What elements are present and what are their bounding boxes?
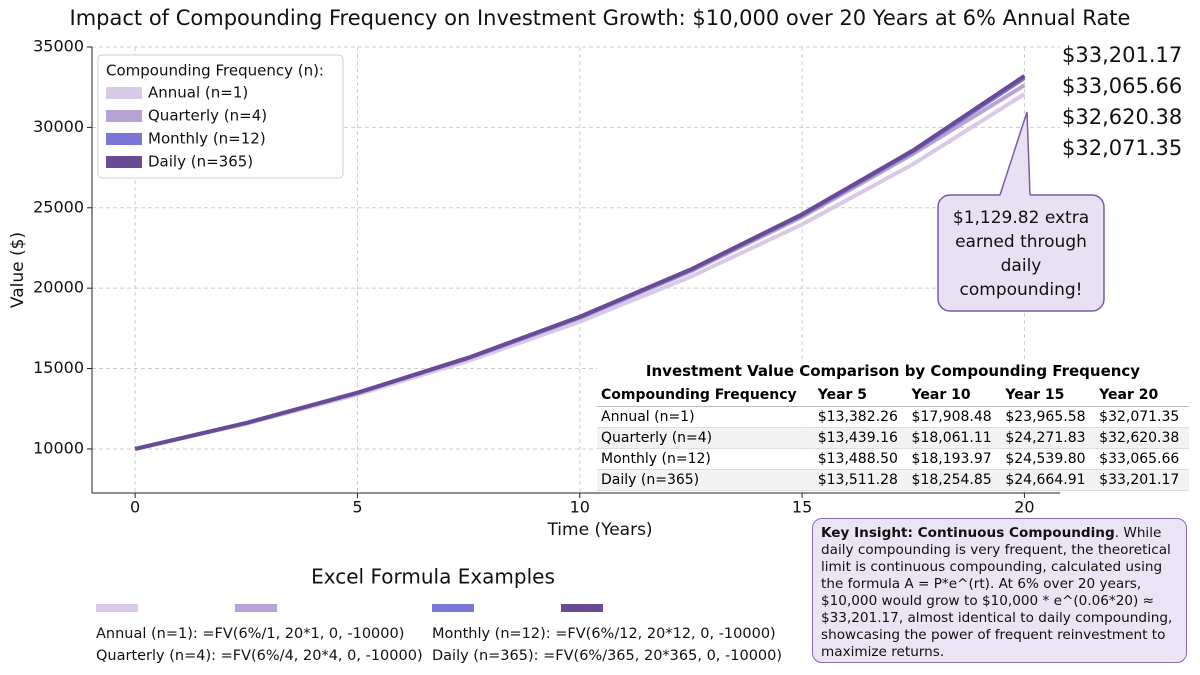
legend-swatch (106, 110, 142, 122)
end-label: $32,620.38 (1062, 105, 1182, 129)
x-tick-label: 15 (792, 498, 812, 517)
table-cell: $32,620.38 (1095, 427, 1189, 449)
table-cell: $33,201.17 (1095, 469, 1189, 491)
legend-label: Annual (n=1) (148, 84, 248, 102)
end-label: $32,071.35 (1062, 136, 1182, 160)
callout (937, 111, 1105, 312)
table-cell: $13,511.28 (813, 469, 908, 491)
formula-section-title: Excel Formula Examples (311, 565, 555, 589)
formula-swatch (561, 604, 603, 612)
legend: Compounding Frequency (n): Annual (n=1) Qu… (97, 54, 344, 179)
x-tick-label: 10 (570, 498, 590, 517)
table-cell: $17,908.48 (907, 406, 1002, 428)
table-header-cell: Year 15 (1001, 384, 1096, 407)
table-header: Compounding Frequency Year 5 Year 10 Year 1… (597, 384, 1189, 407)
legend-label: Monthly (n=12) (148, 130, 266, 148)
formula-swatch (432, 604, 474, 612)
table-row: Daily (n=365) $13,511.28 $18,254.85 $24,664… (597, 469, 1189, 491)
table-cell: $32,071.35 (1095, 406, 1189, 428)
y-tick-label: 25000 (33, 197, 84, 216)
y-tick-label: 30000 (33, 117, 84, 136)
table-cell: $18,193.97 (907, 448, 1002, 470)
callout-pointer-edge (999, 111, 1031, 196)
table-cell: Annual (n=1) (597, 406, 814, 428)
legend-swatch (106, 156, 142, 168)
table-header-cell: Year 5 (813, 384, 908, 407)
table-row: Monthly (n=12) $13,488.50 $18,193.97 $24,53… (597, 448, 1189, 470)
table-row: Quarterly (n=4) $13,439.16 $18,061.11 $24,2… (597, 427, 1189, 449)
end-label: $33,201.17 (1062, 43, 1182, 67)
y-tick-label: 10000 (33, 438, 84, 457)
y-tick-label: 20000 (33, 278, 84, 297)
table-cell: $13,439.16 (813, 427, 908, 449)
chart-title: Impact of Compounding Frequency on Inves… (70, 6, 1131, 30)
table-row: Annual (n=1) $13,382.26 $17,908.48 $23,965.… (597, 406, 1189, 428)
table-cell: $13,488.50 (813, 448, 908, 470)
series-line (134, 74, 1026, 451)
x-tick-label: 5 (352, 498, 362, 517)
formula-text: Daily (n=365): =FV(6%/365, 20*365, 0, -1… (432, 648, 782, 664)
callout-pointer (1000, 112, 1030, 197)
formula-text: Monthly (n=12): =FV(6%/12, 20*12, 0, -10… (432, 626, 776, 642)
y-tick-label: 35000 (33, 37, 84, 56)
key-insight-title: Key Insight: Continuous Compounding (821, 525, 1115, 541)
legend-label: Daily (n=365) (148, 153, 253, 171)
callout-text: $1,129.82 extra earned through daily compou… (953, 208, 1089, 300)
y-axis-label: Value ($) (8, 232, 28, 308)
key-insight-text: . While daily compounding is very freque… (821, 525, 1173, 660)
table-cell: $18,254.85 (907, 469, 1002, 491)
table-cell: $18,061.11 (907, 427, 1002, 449)
legend-label: Quarterly (n=4) (148, 107, 267, 125)
comparison-table: Investment Value Comparison by Compoundi… (597, 360, 1189, 491)
table-header-cell: Year 10 (907, 384, 1002, 407)
legend-box (97, 54, 344, 179)
table: Compounding Frequency Year 5 Year 10 Year 1… (597, 384, 1189, 491)
key-insight: Key Insight: Continuous Compounding. Whi… (812, 518, 1187, 663)
x-tick-label: 20 (1014, 498, 1034, 517)
table-cell: $23,965.58 (1001, 406, 1096, 428)
formula-text: Quarterly (n=4): =FV(6%/4, 20*4, 0, -100… (96, 648, 423, 664)
table-header-cell: Compounding Frequency (597, 384, 814, 407)
table-cell: Quarterly (n=4) (597, 427, 814, 449)
table-cell: $24,664.91 (1001, 469, 1096, 491)
formula-text: Annual (n=1): =FV(6%/1, 20*1, 0, -10000) (96, 626, 404, 642)
y-tick-label: 15000 (33, 358, 84, 377)
table-cell: $13,382.26 (813, 406, 908, 428)
table-cell: $24,271.83 (1001, 427, 1096, 449)
table-cell: Daily (n=365) (597, 469, 814, 491)
end-label: $33,065.66 (1062, 74, 1182, 98)
formula-swatch (235, 604, 277, 612)
legend-title: Compounding Frequency (n): (106, 62, 324, 80)
legend-swatch (106, 133, 142, 145)
table-cell: $33,065.66 (1095, 448, 1189, 470)
x-axis-label: Time (Years) (546, 520, 652, 540)
table-cell: Monthly (n=12) (597, 448, 814, 470)
table-cell: $24,539.80 (1001, 448, 1096, 470)
x-tick-label: 0 (130, 498, 140, 517)
legend-swatch (106, 87, 142, 99)
formula-swatch (96, 604, 138, 612)
table-header-cell: Year 20 (1095, 384, 1189, 407)
table-title: Investment Value Comparison by Compoundi… (645, 362, 1141, 380)
